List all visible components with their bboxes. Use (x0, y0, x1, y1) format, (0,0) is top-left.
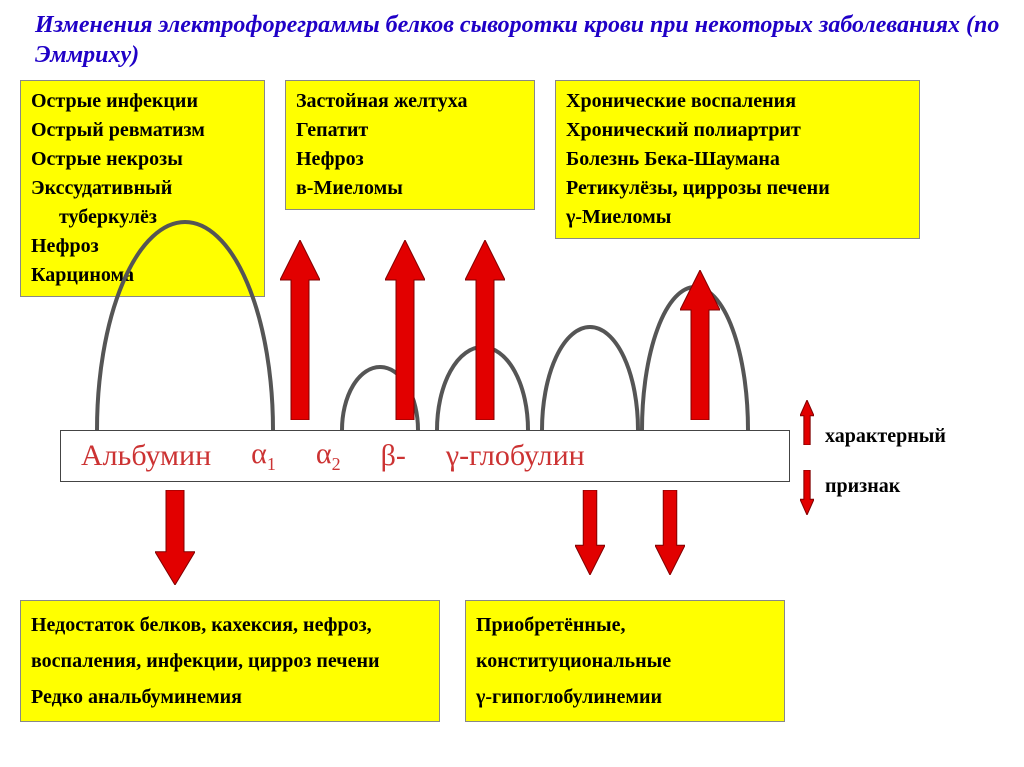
up-arrow-icon (385, 240, 425, 420)
fraction-label: Альбумин (81, 439, 211, 473)
fraction-label: α2 (316, 437, 341, 475)
fraction-label: β- (381, 439, 406, 473)
box-top-right: Хронические воспаленияХронический полиар… (555, 80, 920, 239)
mini-down-arrow-icon (800, 470, 814, 515)
fraction-label: α1 (251, 437, 276, 475)
up-arrow-icon (465, 240, 505, 420)
electrophoresis-peak (540, 325, 640, 430)
fractions-bar: Альбумин α1 α2 β-γ-глобулин (60, 430, 790, 482)
side-label-2: признак (825, 475, 900, 498)
box-top-mid: Застойная желтухаГепатитНефроз в-Миеломы (285, 80, 535, 210)
up-arrow-icon (280, 240, 320, 420)
mini-up-arrow-icon (800, 400, 814, 445)
down-arrow-icon (155, 490, 195, 585)
page-title: Изменения электрофореграммы белков сывор… (35, 10, 1004, 70)
up-arrow-icon (680, 270, 720, 420)
electrophoresis-peak (95, 220, 275, 430)
down-arrow-icon (575, 490, 605, 575)
box-bot-left: Недостаток белков, кахексия, нефроз,восп… (20, 600, 440, 722)
fraction-label: γ-глобулин (446, 439, 585, 473)
side-label-1: характерный (825, 425, 946, 448)
box-bot-right: Приобретённые, конституциональные γ-гипо… (465, 600, 785, 722)
down-arrow-icon (655, 490, 685, 575)
